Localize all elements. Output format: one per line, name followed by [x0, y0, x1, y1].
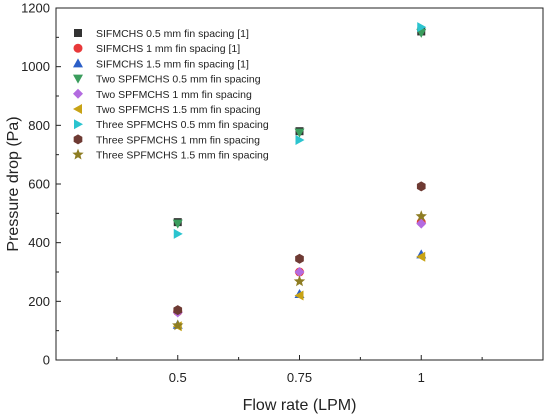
data-point-hexagon: [416, 181, 426, 192]
y-tick-label: 1200: [21, 1, 50, 16]
data-point-diamond: [294, 267, 305, 277]
data-point-triangle-down: [172, 219, 183, 229]
y-tick-label: 600: [28, 177, 50, 192]
y-tick-label: 1000: [21, 59, 50, 74]
data-point-triangle-right: [417, 22, 427, 33]
legend-label: Two SPFMCHS 1 mm fin spacing: [96, 89, 252, 101]
legend-label: Three SPFMCHS 1.5 mm fin spacing: [96, 150, 269, 162]
x-tick-label: 0.5: [169, 370, 187, 385]
legend-marker-diamond: [73, 88, 83, 99]
data-points: [172, 22, 427, 332]
legend-label: SIFMCHS 0.5 mm fin spacing [1]: [96, 28, 249, 40]
legend-marker-triangle-up: [73, 58, 83, 68]
data-point-triangle-left: [416, 251, 426, 262]
y-tick-label: 0: [43, 353, 50, 368]
y-tick-label: 200: [28, 294, 50, 309]
x-tick-label: 0.75: [287, 370, 312, 385]
legend-label: Three SPFMCHS 0.5 mm fin spacing: [96, 119, 269, 131]
legend-label: Two SPFMCHS 1.5 mm fin spacing: [96, 104, 261, 116]
data-point-star: [415, 210, 427, 222]
legend-label: Three SPFMCHS 1 mm fin spacing: [96, 134, 260, 146]
data-point-triangle-down: [294, 128, 305, 138]
data-point-triangle-right: [295, 135, 305, 145]
x-axis-title: Flow rate (LPM): [243, 397, 357, 414]
legend-marker-circle: [73, 43, 83, 53]
data-point-hexagon: [295, 253, 304, 264]
legend-label: SIFMCHS 1.5 mm fin spacing [1]: [96, 58, 249, 70]
data-point-hexagon: [173, 305, 183, 316]
y-axis-title: Pressure drop (Pa): [5, 116, 22, 251]
data-point-triangle-right: [173, 228, 183, 239]
legend-label: Two SPFMCHS 0.5 mm fin spacing: [96, 74, 261, 86]
data-point-star: [172, 319, 184, 331]
legend-marker-triangle-left: [73, 104, 82, 114]
y-tick-label: 400: [28, 235, 50, 250]
y-tick-label: 800: [28, 118, 50, 133]
legend: SIFMCHS 0.5 mm fin spacing [1] SIFMCHS 1 …: [72, 28, 269, 162]
data-point-triangle-left: [294, 290, 304, 301]
y-axis: 0 200 400 600 800 1000 1200: [21, 1, 61, 368]
legend-label: SIFMCHS 1 mm fin spacing [1]: [96, 43, 240, 55]
data-point-star: [293, 275, 306, 287]
legend-marker-triangle-down: [73, 74, 83, 84]
data-point-diamond: [416, 218, 427, 229]
legend-marker-star: [72, 148, 84, 160]
legend-marker-square: [74, 29, 82, 37]
legend-marker-triangle-right: [74, 119, 83, 130]
legend-marker-hexagon: [73, 134, 83, 145]
x-axis: 0.5 0.75 1: [116, 355, 483, 385]
x-tick-label: 1: [418, 370, 425, 385]
